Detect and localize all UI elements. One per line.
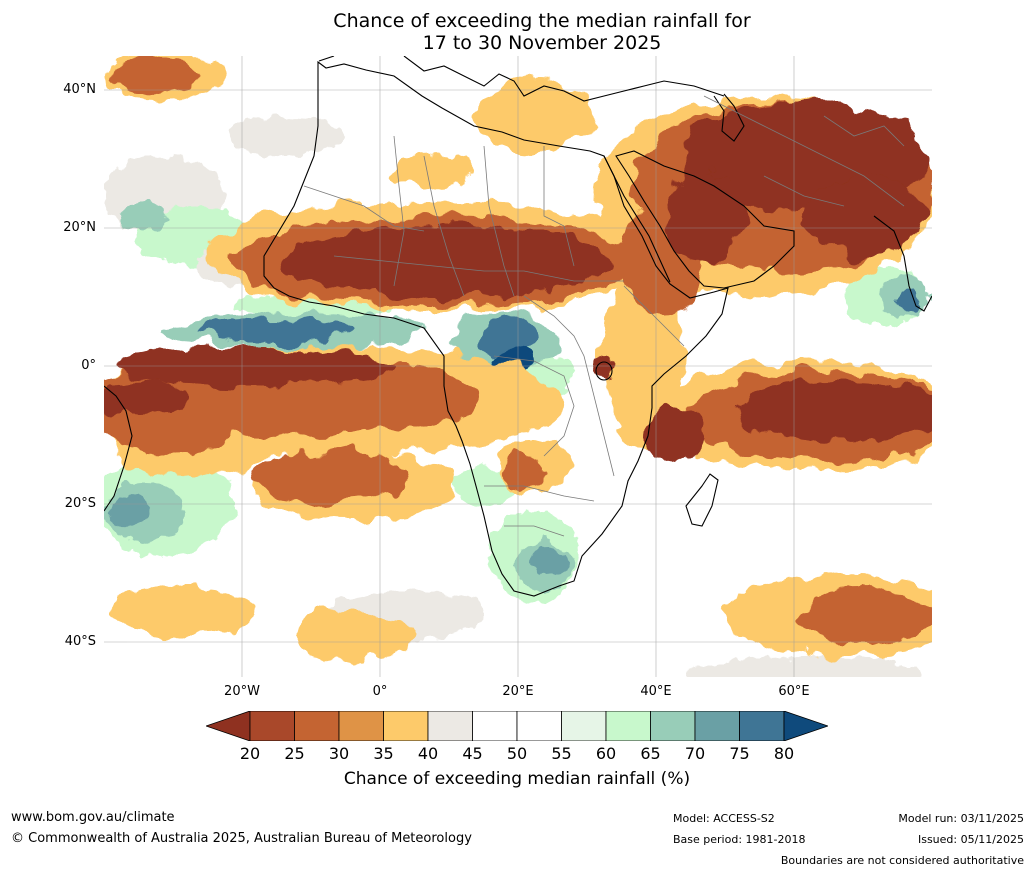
map-title: Chance of exceeding the median rainfall … xyxy=(104,10,980,54)
colorbar-tick-label: 65 xyxy=(640,744,661,763)
colorbar-segment xyxy=(338,711,384,741)
colorbar-tick-label: 30 xyxy=(328,744,350,763)
rainfall-map-svg xyxy=(104,56,932,677)
colorbar-tick-label: 60 xyxy=(595,744,617,763)
colorbar-segment xyxy=(605,711,651,741)
coastlines xyxy=(104,56,932,597)
colorbar-segment xyxy=(561,711,607,741)
graticule xyxy=(104,56,932,677)
model-run-date: Model run: 03/11/2025 xyxy=(898,812,1024,825)
issued-date: Issued: 05/11/2025 xyxy=(917,833,1024,846)
website-link[interactable]: www.bom.gov.au/climate xyxy=(11,810,175,825)
lat-label-20s: 20°S xyxy=(64,496,96,511)
colorbar-segment xyxy=(383,711,429,741)
lon-label-0: 0° xyxy=(372,684,388,699)
dry-anomaly-strong xyxy=(104,101,932,461)
boundaries-disclaimer: Boundaries are not considered authoritat… xyxy=(780,854,1024,867)
colorbar-segment xyxy=(472,711,518,741)
wet-anomaly-areas xyxy=(164,311,559,371)
colorbar-tick-label: 25 xyxy=(284,744,305,763)
colorbar-segment xyxy=(650,711,696,741)
lat-label-40n: 40°N xyxy=(63,82,96,97)
lon-label-20e: 20°E xyxy=(502,684,534,699)
colorbar-tick-label: 35 xyxy=(373,744,394,763)
lat-label-0: 0° xyxy=(81,358,96,373)
colorbar-segment xyxy=(249,711,295,741)
colorbar-segment xyxy=(516,711,562,741)
colorbar-tick-label: 40 xyxy=(417,744,439,763)
colorbar-segment xyxy=(694,711,740,741)
map-title-line2: 17 to 30 November 2025 xyxy=(422,32,662,54)
lat-label-20n: 20°N xyxy=(63,220,96,235)
colorbar-tick-label: 75 xyxy=(729,744,750,763)
colorbar-under-arrow xyxy=(206,711,251,741)
lon-label-40e: 40°E xyxy=(640,684,672,699)
colorbar-segments xyxy=(206,711,828,741)
lon-label-20w: 20°W xyxy=(224,684,260,699)
base-period: Base period: 1981-2018 xyxy=(673,833,806,846)
copyright-notice: © Commonwealth of Australia 2025, Austra… xyxy=(11,831,472,846)
model-name: Model: ACCESS-S2 xyxy=(673,812,775,825)
colorbar-tick-label: 20 xyxy=(239,744,261,763)
colorbar-tick-label: 45 xyxy=(462,744,483,763)
colorbar-over-arrow xyxy=(783,711,828,741)
colorbar-segment xyxy=(427,711,473,741)
colorbar-title: Chance of exceeding median rainfall (%) xyxy=(343,769,691,789)
rainfall-map xyxy=(104,56,932,677)
colorbar-tick-label: 55 xyxy=(551,744,572,763)
colorbar-tick-label: 50 xyxy=(506,744,528,763)
colorbar-segment xyxy=(294,711,340,741)
colorbar-tick-label: 70 xyxy=(684,744,706,763)
lat-label-40s: 40°S xyxy=(64,634,96,649)
colorbar xyxy=(206,711,828,741)
map-title-line1: Chance of exceeding the median rainfall … xyxy=(333,10,751,32)
country-boundaries xyxy=(303,95,905,537)
lon-label-60e: 60°E xyxy=(778,684,810,699)
colorbar-segment xyxy=(739,711,785,741)
colorbar-tick-label: 80 xyxy=(773,744,795,763)
